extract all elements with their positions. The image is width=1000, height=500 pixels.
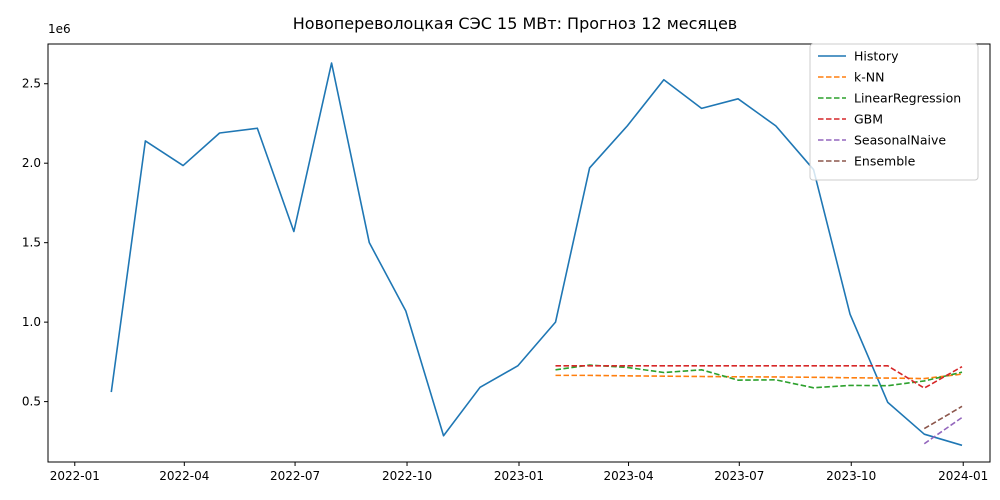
y-tick-label: 1.0 [22,315,41,329]
y-tick-label: 2.0 [22,156,41,170]
axes: 2022-01 2022-04 2022-07 2022-10 2023-01 2023-… [22,43,991,483]
series-line-history [110,62,963,447]
x-tick-label: 2023-01 [494,469,544,483]
series-line-gbm [555,365,963,389]
legend-label: Ensemble [854,154,916,169]
legend-label: SeasonalNaive [854,133,946,148]
series-line-linearregression [555,364,963,389]
x-tick-label: 2023-10 [826,469,876,483]
y-tick-label: 1.5 [22,236,41,250]
plot-area [110,62,963,447]
y-offset-label: 1e6 [48,22,71,36]
x-tick-label: 2023-07 [714,469,764,483]
x-tick-label: 2024-01 [938,469,988,483]
series-line-k-nn [555,373,963,380]
x-tick-label: 2023-04 [603,469,653,483]
legend: History k-NN LinearRegression GBM SeasonalNa… [809,43,979,181]
x-tick-label: 2022-07 [270,469,320,483]
legend-label: k-NN [854,70,884,85]
legend-label: LinearRegression [854,91,961,106]
y-tick-label: 0.5 [22,395,41,409]
series-line-ensemble [923,405,963,430]
legend-label: GBM [854,112,883,127]
x-tick-label: 2022-04 [159,469,209,483]
legend-box [809,43,979,181]
x-tick-label: 2022-10 [382,469,432,483]
x-tick-label: 2022-01 [50,469,100,483]
y-tick-label: 2.5 [22,77,41,91]
chart-title: Новопереволоцкая СЭС 15 МВт: Прогноз 12 … [293,14,737,33]
legend-label: History [854,49,899,64]
